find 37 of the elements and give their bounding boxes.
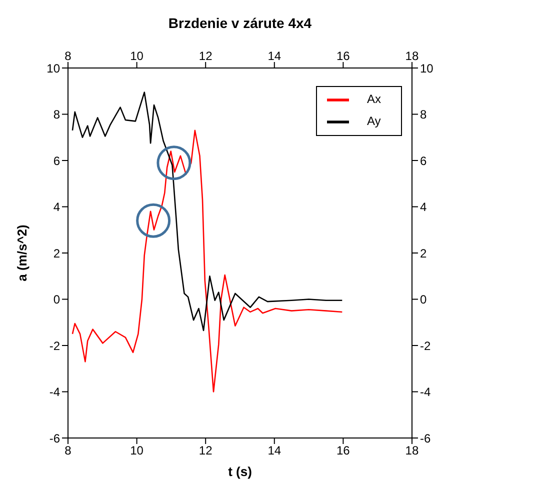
x-tick-label: 10 — [130, 49, 144, 63]
y-tick-label: 10 — [46, 61, 60, 76]
y2-tick-label: 10 — [420, 61, 434, 76]
x2-tick-label: 10 — [130, 444, 144, 458]
y-tick-label: 4 — [53, 200, 60, 214]
x2-tick-label: 8 — [64, 444, 72, 458]
x-tick-label: 16 — [336, 49, 350, 63]
y2-tick-label: -2 — [420, 338, 431, 353]
x-tick-label: 18 — [405, 49, 419, 63]
y2-tick-label: 0 — [420, 292, 427, 307]
y2-tick-label: 8 — [420, 108, 427, 122]
y2-tick-label: 6 — [420, 154, 427, 168]
x2-tick-label: 14 — [268, 444, 282, 458]
legend-label: Ay — [366, 114, 381, 128]
y2-tick-label: -4 — [420, 385, 431, 400]
line-series — [72, 130, 343, 392]
y2-tick-label: 4 — [420, 200, 427, 214]
line-series — [72, 92, 343, 332]
x-tick-label: 14 — [268, 49, 282, 63]
legend-label: Ax — [366, 92, 381, 106]
y-tick-label: 8 — [53, 108, 60, 122]
y2-tick-label: 2 — [420, 246, 427, 260]
y-tick-label: 2 — [53, 246, 60, 260]
chart-title: Brzdenie v zárute 4x4 — [168, 14, 312, 31]
x-axis-title: t (s) — [228, 464, 252, 479]
y-tick-label: -4 — [49, 385, 60, 400]
x2-tick-label: 18 — [405, 444, 419, 458]
x-tick-label: 8 — [64, 49, 72, 63]
y-tick-label: 0 — [53, 292, 60, 307]
y2-tick-label: -6 — [420, 431, 431, 446]
x2-tick-label: 12 — [198, 444, 213, 458]
y-tick-label: -2 — [49, 338, 60, 353]
y-tick-label: -6 — [49, 431, 60, 446]
y-axis-title: a (m/s^2) — [14, 224, 30, 282]
x2-tick-label: 16 — [336, 444, 350, 458]
y-tick-label: 6 — [53, 154, 60, 168]
x-tick-label: 12 — [198, 49, 213, 63]
